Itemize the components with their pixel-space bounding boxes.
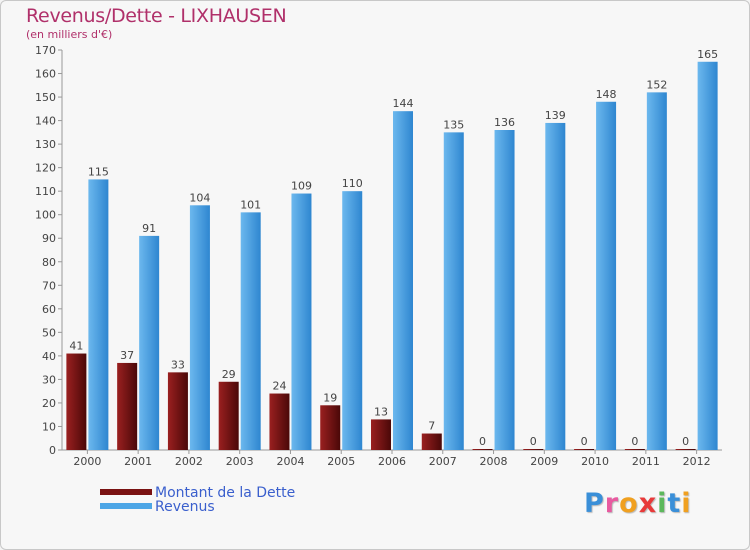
bar-debt xyxy=(624,449,645,450)
y-tick-label: 100 xyxy=(35,209,56,222)
data-label-debt: 7 xyxy=(428,420,435,433)
data-label-revenue: 139 xyxy=(545,109,566,122)
bar-revenue xyxy=(139,235,160,450)
legend-label-debt: Montant de la Dette xyxy=(155,485,296,501)
x-tick-label: 2008 xyxy=(480,455,508,468)
y-tick-label: 90 xyxy=(42,232,56,245)
data-label-revenue: 135 xyxy=(443,118,464,131)
data-label-debt: 29 xyxy=(222,368,236,381)
y-tick-label: 160 xyxy=(35,68,56,81)
chart-unit-label: (en milliers d'€) xyxy=(26,28,113,41)
bar-revenue xyxy=(291,193,312,450)
x-tick-label: 2005 xyxy=(327,455,355,468)
chart-title: Revenus/Dette - LIXHAUSEN xyxy=(26,5,287,27)
data-label-revenue: 104 xyxy=(189,191,210,204)
bar-debt xyxy=(675,449,696,450)
y-tick-label: 80 xyxy=(42,256,56,269)
data-label-debt: 0 xyxy=(479,435,486,448)
bar-revenue xyxy=(697,61,718,450)
legend-swatch-revenue xyxy=(100,503,152,509)
logo-letter: r xyxy=(604,488,620,519)
x-tick-label: 2002 xyxy=(175,455,203,468)
data-label-debt: 0 xyxy=(530,435,537,448)
y-tick-label: 130 xyxy=(35,138,56,151)
bar-debt xyxy=(269,393,290,450)
data-label-revenue: 165 xyxy=(697,48,718,61)
y-tick-label: 30 xyxy=(42,373,56,386)
data-label-debt: 13 xyxy=(374,405,388,418)
bar-debt xyxy=(574,449,595,450)
bar-debt xyxy=(371,419,391,450)
bar-revenue xyxy=(88,179,109,451)
y-tick-label: 40 xyxy=(42,350,56,363)
bar-debt xyxy=(218,381,239,450)
y-tick-label: 10 xyxy=(42,420,56,433)
x-tick-label: 2011 xyxy=(632,455,660,468)
data-label-revenue: 109 xyxy=(291,180,312,193)
data-label-debt: 33 xyxy=(171,358,185,371)
y-tick-label: 60 xyxy=(42,303,56,316)
data-label-debt: 0 xyxy=(631,435,638,448)
bar-revenue xyxy=(545,122,566,451)
data-label-debt: 37 xyxy=(120,349,134,362)
bar-debt xyxy=(523,449,544,450)
y-tick-label: 20 xyxy=(42,397,56,410)
data-label-debt: 0 xyxy=(581,435,588,448)
bar-revenue xyxy=(393,111,413,451)
logo-letter: o xyxy=(619,488,639,519)
bar-revenue xyxy=(596,101,617,450)
bar-revenue xyxy=(646,92,667,451)
y-tick-label: 70 xyxy=(42,279,56,292)
x-tick-label: 2006 xyxy=(378,455,406,468)
logo-letter: x xyxy=(638,488,658,519)
x-tick-label: 2003 xyxy=(226,455,254,468)
x-tick-label: 2001 xyxy=(124,455,152,468)
x-tick-label: 2009 xyxy=(530,455,558,468)
logo-letter: P xyxy=(584,488,605,519)
y-tick-label: 120 xyxy=(35,162,56,175)
x-tick-label: 2000 xyxy=(73,455,101,468)
x-tick-label: 2004 xyxy=(276,455,304,468)
data-label-revenue: 101 xyxy=(240,198,261,211)
y-tick-label: 0 xyxy=(49,444,56,457)
bar-revenue xyxy=(342,191,363,451)
data-label-debt: 24 xyxy=(272,380,286,393)
bar-revenue xyxy=(189,205,210,450)
y-tick-label: 150 xyxy=(35,91,56,104)
data-label-revenue: 115 xyxy=(88,165,109,178)
data-label-revenue: 110 xyxy=(342,177,363,190)
x-tick-label: 2012 xyxy=(683,455,711,468)
legend-label-revenue: Revenus xyxy=(155,499,215,515)
data-label-debt: 0 xyxy=(682,435,689,448)
x-tick-label: 2010 xyxy=(581,455,609,468)
bar-debt xyxy=(167,372,188,450)
y-tick-label: 110 xyxy=(35,185,56,198)
data-label-revenue: 152 xyxy=(646,78,667,91)
y-tick-label: 50 xyxy=(42,326,56,339)
data-label-revenue: 91 xyxy=(142,222,156,235)
bar-debt xyxy=(117,362,138,450)
x-tick-label: 2007 xyxy=(429,455,457,468)
data-label-revenue: 144 xyxy=(393,97,414,110)
proxiti-logo: Proxiti xyxy=(584,488,692,519)
logo-letter: i xyxy=(657,488,668,519)
bar-debt xyxy=(320,405,341,450)
legend-swatch-debt xyxy=(100,489,152,495)
y-tick-label: 170 xyxy=(35,44,56,57)
data-label-revenue: 148 xyxy=(596,88,617,101)
bar-debt xyxy=(66,353,87,450)
bar-revenue xyxy=(443,132,464,450)
y-tick-label: 140 xyxy=(35,115,56,128)
data-label-revenue: 136 xyxy=(494,116,515,129)
bar-debt xyxy=(472,449,493,450)
logo-letter: t xyxy=(667,488,682,519)
data-label-debt: 19 xyxy=(323,391,337,404)
bar-revenue xyxy=(494,130,515,450)
bar-debt xyxy=(421,433,442,450)
data-label-debt: 41 xyxy=(69,340,83,353)
logo-letter: i xyxy=(681,488,692,519)
bar-revenue xyxy=(240,212,261,450)
